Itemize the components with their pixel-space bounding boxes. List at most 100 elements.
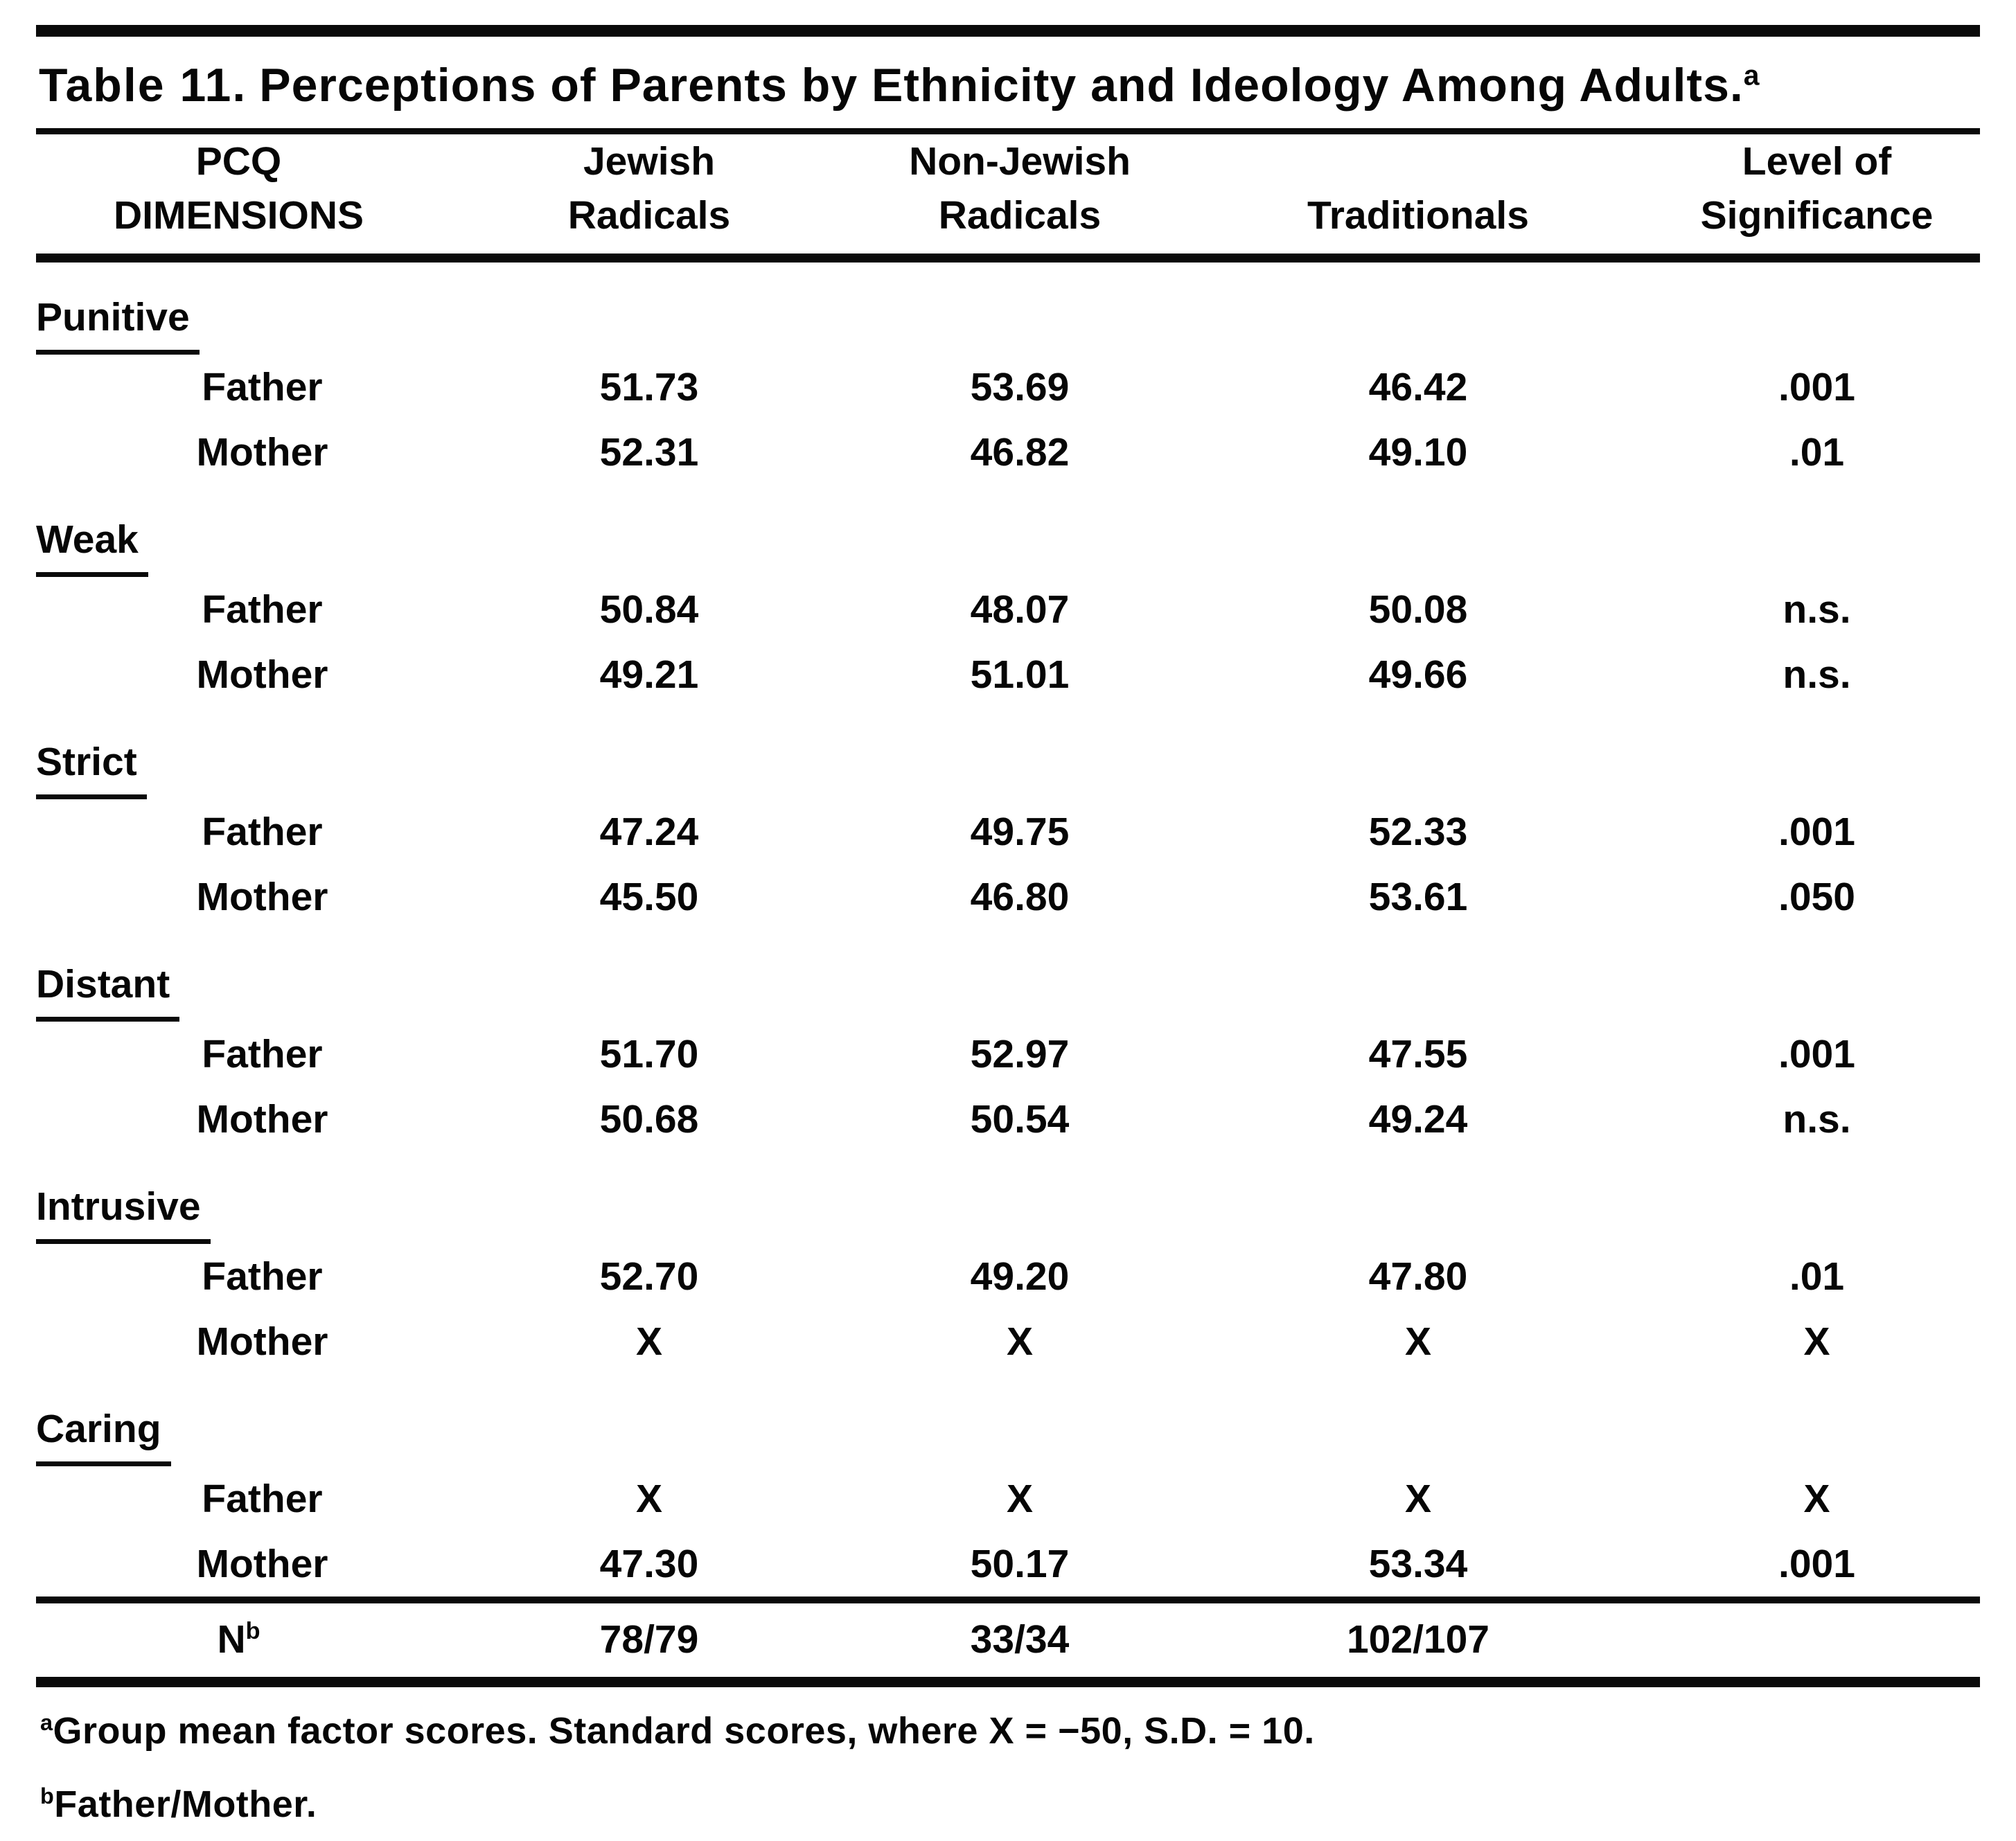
value-cell: 48.07 (970, 587, 1070, 632)
value-cell: 49.10 (1368, 430, 1468, 474)
n-value-cell: 78/79 (441, 1597, 857, 1687)
value-cell: X (1006, 1319, 1034, 1364)
value-cell: 53.34 (1368, 1542, 1468, 1586)
table-row: Father X X X X (36, 1466, 1980, 1531)
value-cell: .01 (1789, 430, 1845, 474)
value-cell: .001 (1778, 1032, 1855, 1076)
n-label: Nb (36, 1597, 441, 1687)
value-cell: 51.70 (599, 1032, 699, 1076)
value-cell: 50.68 (599, 1097, 699, 1141)
value-cell: .001 (1778, 365, 1855, 409)
title-footnote-marker: a (1743, 59, 1760, 91)
value-cell: 46.42 (1368, 365, 1468, 409)
value-cell: 46.82 (970, 430, 1070, 474)
value-cell: .001 (1778, 1542, 1855, 1586)
row-label: Father (202, 810, 323, 854)
n-value-cell (1654, 1597, 1980, 1687)
value-cell: 47.24 (599, 810, 699, 854)
header-row-2: DIMENSIONS Radicals Radicals Traditional… (36, 188, 1980, 263)
value-cell: 52.33 (1368, 810, 1468, 854)
group-label-caring: Caring (36, 1403, 171, 1466)
column-header-dimensions: DIMENSIONS (36, 188, 441, 263)
n-label-text: N (217, 1617, 246, 1662)
table-row: Father 52.70 49.20 47.80 .01 (36, 1244, 1980, 1309)
footnote-b: bFather/Mother. (40, 1781, 1980, 1827)
group-label-row: Weak (36, 485, 1980, 577)
row-label: Father (202, 1032, 323, 1076)
header-row-1: PCQ Jewish Non-Jewish Level of (36, 134, 1980, 188)
value-cell: n.s. (1783, 652, 1851, 697)
value-cell: 49.21 (599, 652, 699, 697)
value-cell: 47.55 (1368, 1032, 1468, 1076)
row-label: Father (202, 587, 323, 632)
value-cell: 49.66 (1368, 652, 1468, 697)
value-cell: 45.50 (599, 875, 699, 919)
value-cell: 49.24 (1368, 1097, 1468, 1141)
n-value-cell: 33/34 (857, 1597, 1183, 1687)
table-row: Mother 52.31 46.82 49.10 .01 (36, 420, 1980, 485)
group-label-distant: Distant (36, 959, 180, 1022)
value-cell: X (1803, 1477, 1830, 1521)
value-cell: X (1006, 1477, 1034, 1521)
column-header-nonjewish: Non-Jewish (909, 139, 1131, 184)
table-title: Table 11. Perceptions of Parents by Ethni… (39, 52, 1980, 118)
sample-size-row: Nb 78/79 33/34 102/107 (36, 1597, 1980, 1687)
group-label-row: Distant (36, 930, 1980, 1022)
footnote-a-marker: a (40, 1710, 53, 1735)
row-label: Mother (196, 1319, 328, 1364)
group-label-row: Caring (36, 1374, 1980, 1466)
row-label: Mother (196, 1097, 328, 1141)
value-cell: .050 (1778, 875, 1855, 919)
row-label: Father (202, 365, 323, 409)
value-cell: X (635, 1477, 663, 1521)
value-cell: 52.97 (970, 1032, 1070, 1076)
group-label-strict: Strict (36, 736, 147, 799)
group-label-punitive: Punitive (36, 292, 200, 355)
n-footnote-marker: b (245, 1618, 260, 1644)
footnote-b-text: Father/Mother. (54, 1784, 317, 1825)
value-cell: 50.54 (970, 1097, 1070, 1141)
group-label-weak: Weak (36, 514, 148, 577)
value-cell: .001 (1778, 810, 1855, 854)
value-cell: X (1404, 1319, 1432, 1364)
row-label: Father (202, 1477, 323, 1521)
footnote-b-marker: b (40, 1784, 55, 1808)
column-header-traditionals: Traditionals (1183, 188, 1654, 263)
value-cell: 46.80 (970, 875, 1070, 919)
value-cell: 47.80 (1368, 1254, 1468, 1299)
top-rule (36, 25, 1980, 37)
value-cell: 52.70 (599, 1254, 699, 1299)
row-label: Father (202, 1254, 323, 1299)
value-cell: 50.84 (599, 587, 699, 632)
value-cell: .01 (1789, 1254, 1845, 1299)
value-cell: 49.75 (970, 810, 1070, 854)
table-row: Father 51.73 53.69 46.42 .001 (36, 355, 1980, 420)
column-header-significance: Significance (1654, 188, 1980, 263)
row-label: Mother (196, 652, 328, 697)
column-header-jewish: Jewish (583, 139, 716, 184)
footnote-a-text: Group mean factor scores. Standard score… (53, 1710, 1315, 1752)
title-rule (36, 128, 1980, 134)
value-cell: X (1404, 1477, 1432, 1521)
group-label-intrusive: Intrusive (36, 1181, 211, 1244)
table-row: Father 50.84 48.07 50.08 n.s. (36, 577, 1980, 642)
footnote-a: aGroup mean factor scores. Standard scor… (40, 1708, 1980, 1754)
table-number: Table 11. (39, 59, 247, 112)
table-row: Mother 47.30 50.17 53.34 .001 (36, 1531, 1980, 1600)
value-cell: X (1803, 1319, 1830, 1364)
value-cell: 47.30 (599, 1542, 699, 1586)
column-header-level-of: Level of (1742, 139, 1892, 184)
n-value-cell: 102/107 (1183, 1597, 1654, 1687)
footnotes: aGroup mean factor scores. Standard scor… (40, 1708, 1980, 1827)
column-header-radicals-1: Radicals (441, 188, 857, 263)
value-cell: 50.08 (1368, 587, 1468, 632)
table-row: Father 51.70 52.97 47.55 .001 (36, 1022, 1980, 1087)
value-cell: 53.69 (970, 365, 1070, 409)
column-header-blank (1183, 134, 1654, 188)
value-cell: n.s. (1783, 587, 1851, 632)
table-row: Mother X X X X (36, 1309, 1980, 1374)
group-label-row: Intrusive (36, 1152, 1980, 1244)
value-cell: 52.31 (599, 430, 699, 474)
table-row: Mother 49.21 51.01 49.66 n.s. (36, 642, 1980, 707)
row-label: Mother (196, 875, 328, 919)
